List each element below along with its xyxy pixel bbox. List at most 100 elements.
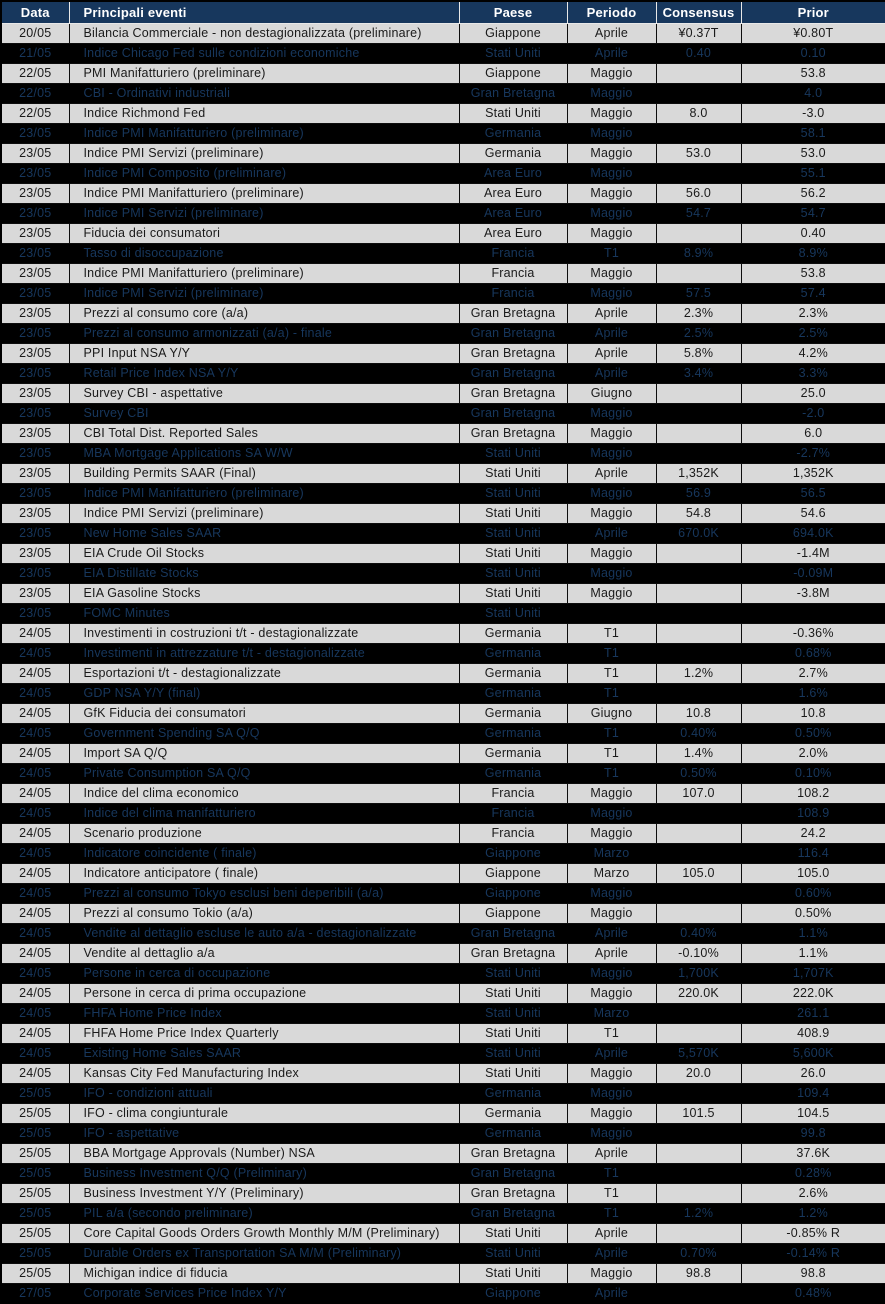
cell-prior: 261.1 [740,1002,885,1024]
cell-date: 23/05 [0,142,70,164]
cell-consensus [655,842,742,864]
cell-country: Stati Uniti [458,462,568,484]
table-row: 24/05 Persone in cerca di prima occupazi… [0,982,885,1004]
cell-date: 24/05 [0,1062,70,1084]
cell-date: 24/05 [0,1022,70,1044]
cell-event: Michigan indice di fiducia [68,1262,460,1284]
cell-country: Area Euro [458,202,568,224]
cell-prior: 0.68% [740,642,885,664]
cell-country: Stati Uniti [458,522,568,544]
cell-country: Stati Uniti [458,1002,568,1024]
table-row: 25/05 Durable Orders ex Transportation S… [0,1242,885,1264]
cell-country: Francia [458,282,568,304]
cell-period: Aprile [566,1242,657,1264]
cell-period: Maggio [566,202,657,224]
cell-period: Aprile [566,362,657,384]
cell-prior: 56.2 [740,182,885,204]
cell-prior: 57.4 [740,282,885,304]
cell-event: EIA Gasoline Stocks [68,582,460,604]
cell-period: Maggio [566,482,657,504]
cell-date: 22/05 [0,62,70,84]
cell-period: Maggio [566,402,657,424]
cell-consensus: 5.8% [655,342,742,364]
cell-period: Marzo [566,842,657,864]
cell-date: 25/05 [0,1142,70,1164]
cell-date: 23/05 [0,522,70,544]
table-row: 24/05 Existing Home Sales SAAR Stati Uni… [0,1042,885,1064]
cell-consensus: 20.0 [655,1062,742,1084]
cell-country: Gran Bretagna [458,382,568,404]
table-row: 23/05 MBA Mortgage Applications SA W/W S… [0,442,885,464]
cell-country: Stati Uniti [458,1262,568,1284]
cell-country: Stati Uniti [458,582,568,604]
cell-event: EIA Distillate Stocks [68,562,460,584]
cell-date: 25/05 [0,1222,70,1244]
cell-consensus: 107.0 [655,782,742,804]
cell-consensus: 2.5% [655,322,742,344]
cell-consensus: 670.0K [655,522,742,544]
cell-period: T1 [566,682,657,704]
cell-period: Maggio [566,1122,657,1144]
cell-consensus [655,382,742,404]
cell-event: Indice PMI Manifatturiero (preliminare) [68,182,460,204]
cell-period: Maggio [566,1102,657,1124]
cell-country: Giappone [458,842,568,864]
cell-event: PIL a/a (secondo preliminare) [68,1202,460,1224]
cell-date: 25/05 [0,1182,70,1204]
cell-consensus [655,562,742,584]
cell-period: Maggio [566,422,657,444]
column-header-eventi: Principali eventi [68,0,460,24]
table-row: 23/05 EIA Distillate Stocks Stati Uniti … [0,562,885,584]
cell-country: Francia [458,782,568,804]
column-header-periodo: Periodo [566,0,657,24]
cell-prior: 1.1% [740,922,885,944]
table-row: 24/05 Indicatore coincidente ( finale) G… [0,842,885,864]
cell-date: 24/05 [0,902,70,924]
cell-prior: 2.6% [740,1182,885,1204]
cell-date: 23/05 [0,602,70,624]
cell-consensus [655,122,742,144]
cell-country: Stati Uniti [458,442,568,464]
cell-country: Area Euro [458,162,568,184]
cell-country: Stati Uniti [458,982,568,1004]
cell-period: Maggio [566,282,657,304]
cell-consensus [655,902,742,924]
table-row: 24/05 Indice del clima economico Francia… [0,782,885,804]
cell-prior: 98.8 [740,1262,885,1284]
table-row: 24/05 Prezzi al consumo Tokyo esclusi be… [0,882,885,904]
cell-prior: 0.50% [740,722,885,744]
cell-country: Gran Bretagna [458,302,568,324]
table-row: 24/05 Vendite al dettaglio a/a Gran Bret… [0,942,885,964]
cell-period: Aprile [566,322,657,344]
cell-consensus [655,802,742,824]
cell-period: Maggio [566,882,657,904]
cell-prior: 6.0 [740,422,885,444]
cell-date: 23/05 [0,542,70,564]
table-row: 23/05 Indice PMI Servizi (preliminare) F… [0,282,885,304]
table-row: 23/05 EIA Crude Oil Stocks Stati Uniti M… [0,542,885,564]
cell-date: 27/05 [0,1282,70,1304]
table-row: 22/05 CBI - Ordinativi industriali Gran … [0,82,885,104]
cell-event: Indice del clima economico [68,782,460,804]
cell-prior: 694.0K [740,522,885,544]
cell-consensus: 3.4% [655,362,742,384]
cell-event: Indice PMI Servizi (preliminare) [68,142,460,164]
table-row: 24/05 Scenario produzione Francia Maggio… [0,822,885,844]
cell-event: Prezzi al consumo core (a/a) [68,302,460,324]
table-body: 20/05 Bilancia Commerciale - non destagi… [0,22,885,1304]
cell-date: 24/05 [0,1002,70,1024]
cell-date: 24/05 [0,882,70,904]
cell-prior: 54.6 [740,502,885,524]
cell-event: Tasso di disoccupazione [68,242,460,264]
table-row: 23/05 Indice PMI Servizi (preliminare) G… [0,142,885,164]
cell-date: 25/05 [0,1102,70,1124]
cell-event: New Home Sales SAAR [68,522,460,544]
cell-consensus: 57.5 [655,282,742,304]
cell-period: Maggio [566,822,657,844]
cell-country: Germania [458,742,568,764]
cell-prior: 99.8 [740,1122,885,1144]
cell-country: Stati Uniti [458,1042,568,1064]
cell-event: Investimenti in costruzioni t/t - destag… [68,622,460,644]
cell-date: 23/05 [0,482,70,504]
cell-prior: 4.0 [740,82,885,104]
